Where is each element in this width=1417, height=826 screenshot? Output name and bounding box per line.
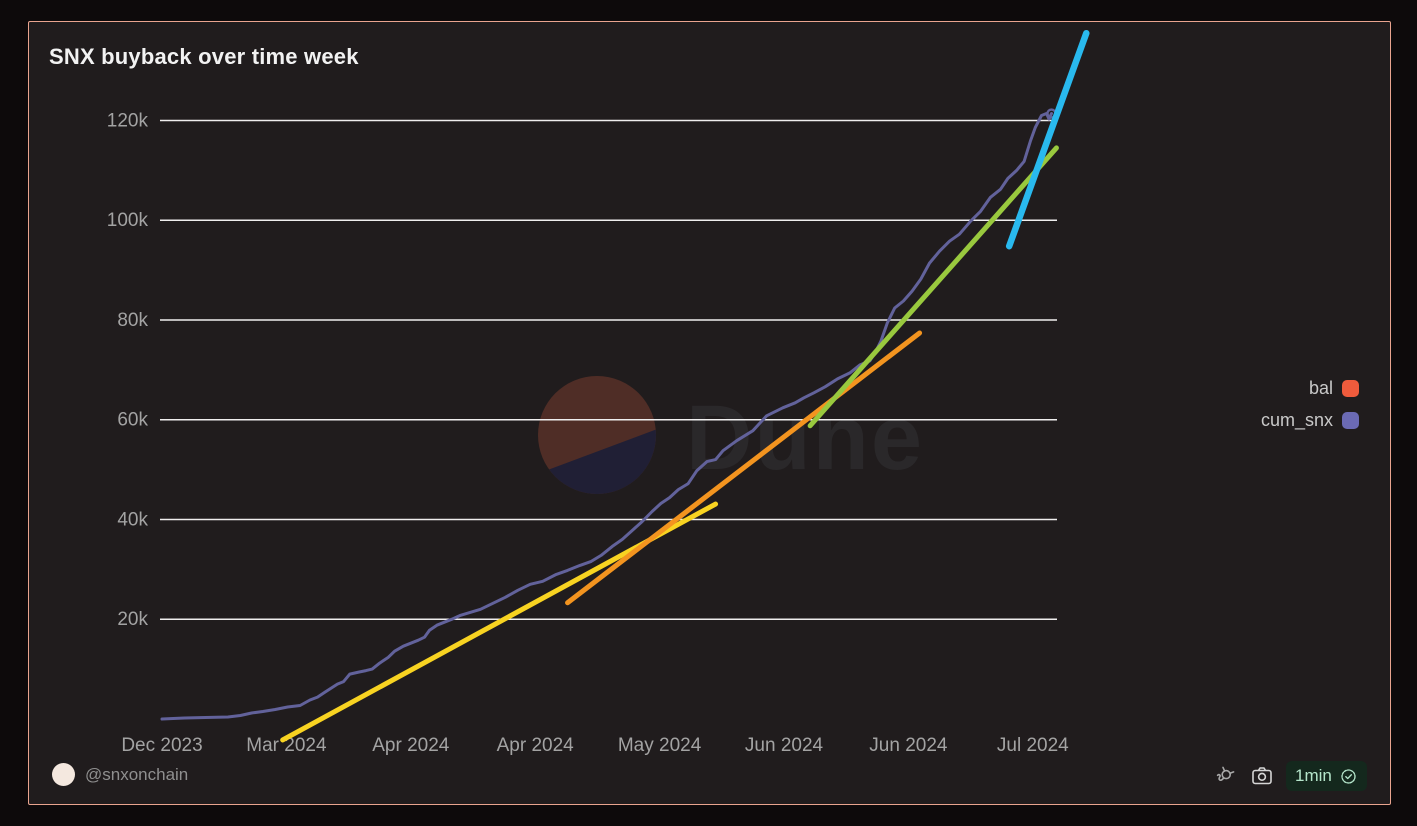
y-tick-80k: 80k <box>117 310 148 331</box>
refresh-interval-label: 1min <box>1295 766 1332 785</box>
y-tick-120k: 120k <box>107 110 149 131</box>
legend-swatch-cum-snx <box>1342 412 1359 429</box>
verified-check-icon <box>1339 767 1358 786</box>
y-tick-20k: 20k <box>117 609 148 630</box>
x-tick-0: Dec 2023 <box>121 735 202 756</box>
camera-icon[interactable] <box>1249 763 1275 789</box>
x-tick-1: Mar 2024 <box>246 735 327 756</box>
author-handle: @snxonchain <box>85 764 189 784</box>
refresh-interval-badge[interactable]: 1min <box>1286 761 1367 791</box>
legend-item-bal[interactable]: bal <box>1309 378 1359 399</box>
x-tick-6: Jun 2024 <box>869 735 948 756</box>
footer-actions: 1min <box>1212 761 1367 791</box>
y-tick-60k: 60k <box>117 410 148 431</box>
plug-icon[interactable] <box>1212 763 1238 789</box>
legend-label-cum-snx: cum_snx <box>1260 410 1333 430</box>
author-avatar <box>52 763 75 786</box>
orange-trend <box>565 330 923 606</box>
y-tick-40k: 40k <box>117 509 148 530</box>
watermark-text: Dune <box>686 387 924 489</box>
author-attribution[interactable]: @snxonchain <box>52 763 188 786</box>
legend-item-cum-snx[interactable]: cum_snx <box>1261 410 1359 431</box>
watermark-circle-bottom-half <box>538 428 656 494</box>
chart-panel <box>28 21 1391 805</box>
series-line-cum_snx <box>160 112 1053 721</box>
chart-title: SNX buyback over time week <box>49 44 359 69</box>
x-tick-2: Apr 2024 <box>372 735 450 756</box>
cyan-trend <box>1005 29 1090 250</box>
chart-legend: bal cum_snx <box>1261 378 1359 431</box>
y-tick-100k: 100k <box>107 210 149 231</box>
x-tick-4: May 2024 <box>618 735 702 756</box>
legend-label-bal: bal <box>1308 378 1333 398</box>
x-tick-7: Jul 2024 <box>997 735 1069 756</box>
green-trend <box>807 145 1059 429</box>
legend-swatch-bal <box>1342 380 1359 397</box>
x-tick-5: Jun 2024 <box>745 735 824 756</box>
x-tick-3: Apr 2024 <box>497 735 575 756</box>
